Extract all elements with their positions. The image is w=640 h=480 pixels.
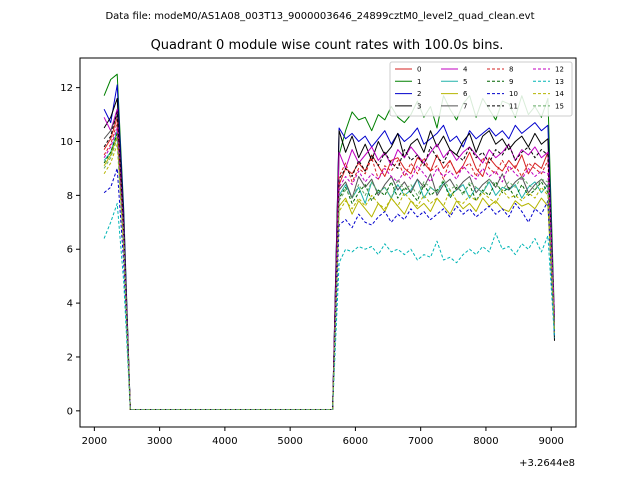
- x-axis: 2000 3000 4000 5000 6000 7000 8000 9000: [82, 427, 564, 447]
- legend-label-3: 3: [417, 102, 421, 110]
- chart-title: Quadrant 0 module wise count rates with …: [151, 38, 504, 53]
- x-tick-label: 3000: [147, 436, 172, 447]
- series-line-11: [103, 111, 555, 410]
- series-line-15: [103, 138, 555, 410]
- legend-label-12: 12: [555, 66, 564, 74]
- legend-label-15: 15: [555, 102, 564, 110]
- legend-label-8: 8: [509, 66, 513, 74]
- legend-label-1: 1: [417, 78, 421, 86]
- legend-label-4: 4: [463, 66, 468, 74]
- legend-label-5: 5: [463, 78, 467, 86]
- series-layer: [103, 73, 555, 410]
- plot-frame: [79, 57, 577, 428]
- x-tick-label: 8000: [473, 436, 498, 447]
- y-axis: 0 2 4 6 8 10 12: [60, 83, 80, 417]
- y-tick-label: 4: [67, 299, 73, 310]
- legend-label-14: 14: [555, 90, 564, 98]
- legend-label-7: 7: [463, 102, 467, 110]
- legend-label-11: 11: [509, 102, 518, 110]
- legend-label-10: 10: [509, 90, 518, 98]
- y-tick-label: 0: [67, 406, 73, 417]
- y-tick-label: 6: [67, 245, 73, 256]
- x-tick-label: 5000: [277, 436, 302, 447]
- legend-label-6: 6: [463, 90, 468, 98]
- x-offset-label: +3.2644e8: [519, 458, 575, 469]
- x-tick-label: 4000: [212, 436, 237, 447]
- legend-label-0: 0: [417, 66, 421, 74]
- legend-box: [389, 61, 573, 117]
- y-tick-label: 12: [60, 83, 73, 94]
- legend-label-13: 13: [555, 78, 564, 86]
- x-tick-label: 6000: [343, 436, 368, 447]
- legend-label-2: 2: [417, 90, 421, 98]
- y-tick-label: 8: [67, 191, 73, 202]
- x-tick-label: 2000: [82, 436, 107, 447]
- chart-suptitle: Data file: modeM0/AS1A08_003T13_90000036…: [105, 11, 534, 22]
- legend-label-9: 9: [509, 78, 513, 86]
- y-tick-label: 10: [60, 137, 73, 148]
- x-tick-label: 9000: [538, 436, 563, 447]
- x-tick-label: 7000: [408, 436, 433, 447]
- y-tick-label: 2: [67, 352, 73, 363]
